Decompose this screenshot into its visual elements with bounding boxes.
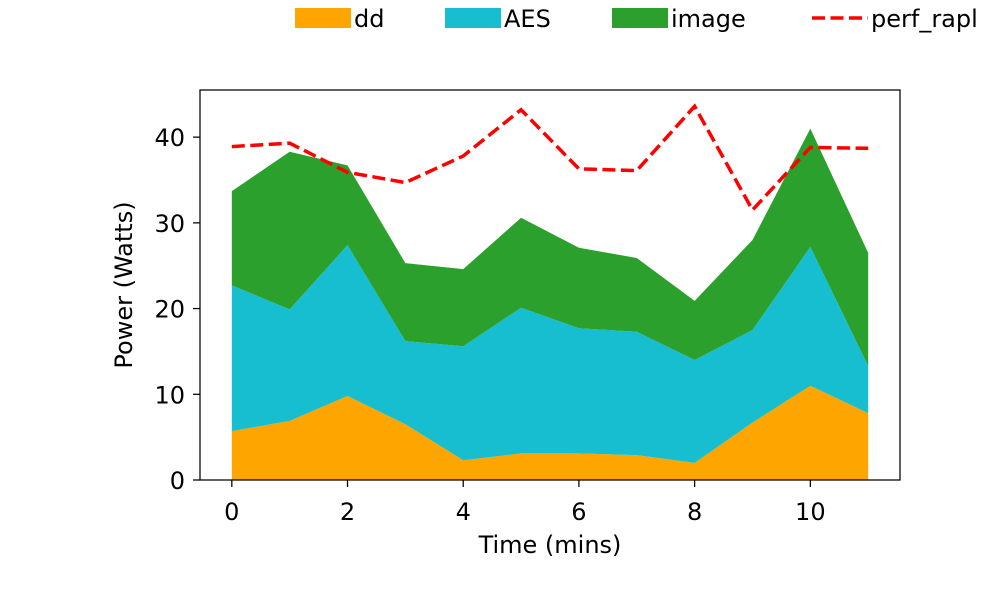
legend-label: dd — [354, 5, 384, 33]
x-axis-label: Time (mins) — [478, 531, 622, 559]
line-series-group — [231, 103, 869, 213]
legend-swatch-aes — [445, 8, 501, 28]
legend: dd AES image perf_rapl — [295, 5, 978, 33]
x-tick-label: 2 — [340, 498, 355, 526]
legend-label: perf_rapl — [871, 5, 978, 33]
axes-frame — [199, 89, 901, 481]
legend-label: AES — [504, 5, 551, 33]
y-tick-label: 0 — [170, 467, 185, 495]
y-tick-label: 30 — [154, 210, 185, 238]
y-axis-label: Power (Watts) — [110, 201, 138, 368]
x-tick-label: 0 — [224, 498, 239, 526]
y-tick-label: 40 — [154, 124, 185, 152]
legend-label: image — [671, 5, 746, 33]
line-perf-rapl — [231, 103, 869, 213]
x-tick-label: 4 — [456, 498, 471, 526]
y-axis-ticks: 0 10 20 30 40 — [154, 124, 200, 495]
x-tick-label: 10 — [795, 498, 826, 526]
legend-item-perf-rapl: perf_rapl — [812, 5, 978, 33]
area-aes — [231, 245, 869, 463]
x-tick-label: 8 — [687, 498, 702, 526]
stacked-areas — [231, 128, 869, 480]
x-axis-ticks: 0 2 4 6 8 10 — [224, 480, 826, 526]
y-tick-label: 20 — [154, 296, 185, 324]
legend-item-dd: dd — [295, 5, 384, 33]
y-tick-label: 10 — [154, 381, 185, 409]
x-tick-label: 6 — [571, 498, 586, 526]
legend-swatch-image — [612, 8, 668, 28]
area-image — [231, 128, 869, 366]
legend-item-image: image — [612, 5, 746, 33]
area-dd — [231, 385, 869, 480]
legend-item-aes: AES — [445, 5, 551, 33]
legend-swatch-dd — [295, 8, 351, 28]
